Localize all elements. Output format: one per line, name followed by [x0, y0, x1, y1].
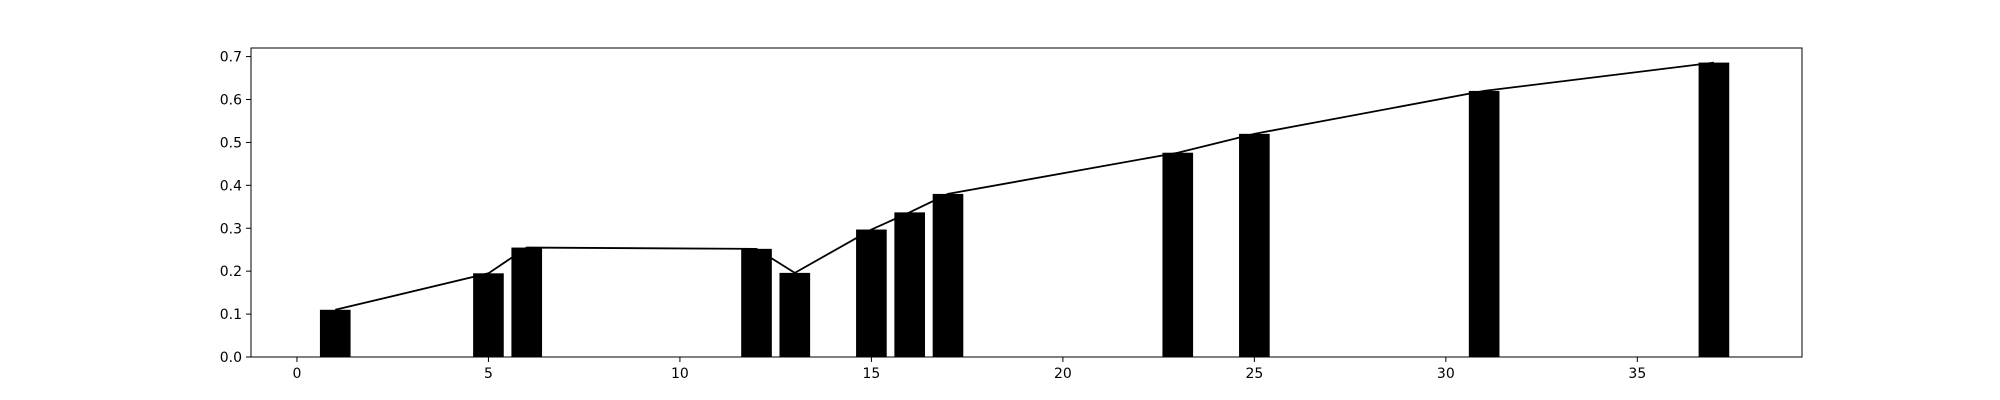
x-axis: 0 5 10 15 20 25 30 35 — [292, 357, 1646, 382]
bars-group — [319, 62, 1730, 358]
bar — [894, 212, 926, 357]
bar — [1698, 62, 1730, 357]
bar — [932, 193, 964, 357]
bar — [1468, 90, 1500, 358]
x-tick-label: 25 — [1245, 366, 1263, 382]
y-tick-label: 0.1 — [220, 307, 242, 323]
bar — [511, 247, 543, 357]
y-tick-label: 0.0 — [220, 350, 242, 366]
x-tick-label: 30 — [1437, 366, 1455, 382]
y-tick-label: 0.5 — [220, 135, 242, 151]
x-tick-label: 15 — [862, 366, 880, 382]
bar — [779, 272, 811, 357]
series-line — [335, 61, 1715, 311]
x-tick-label: 35 — [1628, 366, 1646, 382]
bar — [741, 248, 772, 357]
y-tick-label: 0.4 — [220, 178, 242, 194]
y-tick-label: 0.3 — [220, 221, 242, 237]
x-tick-label: 0 — [292, 366, 301, 382]
y-tick-label: 0.2 — [220, 264, 242, 280]
x-tick-label: 20 — [1054, 366, 1072, 382]
bar — [856, 229, 887, 357]
y-axis: 0.0 0.1 0.2 0.3 0.4 0.5 0.6 0.7 — [220, 50, 251, 366]
x-tick-label: 5 — [484, 366, 493, 382]
bar — [473, 273, 504, 357]
x-tick-label: 10 — [671, 366, 689, 382]
bar — [319, 309, 351, 357]
bar — [1162, 152, 1194, 357]
line-group — [335, 61, 1715, 311]
bar — [1239, 133, 1270, 357]
y-tick-label: 0.6 — [220, 93, 242, 109]
plot-frame — [250, 47, 1803, 358]
y-tick-label: 0.7 — [220, 50, 242, 66]
